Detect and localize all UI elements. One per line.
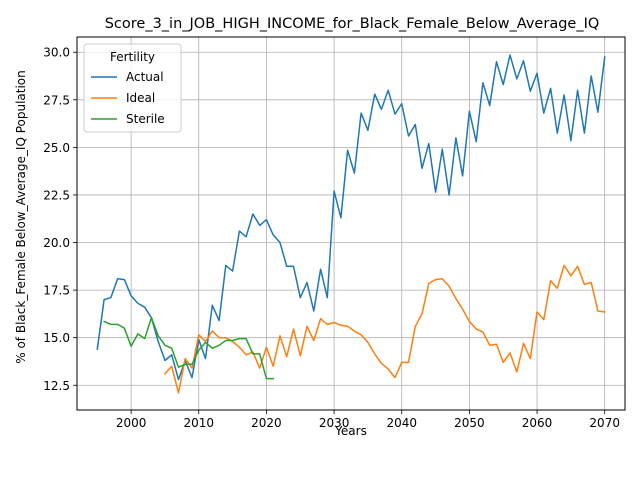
legend-label-sterile: Sterile: [126, 112, 165, 126]
series-line-actual: [96, 54, 606, 381]
x-tick-label: 2030: [319, 416, 350, 430]
chart-title: Score_3_in_JOB_HIGH_INCOME_for_Black_Fem…: [105, 16, 600, 32]
axis-ticks: 2000 2010 2020 2030 2040 2050 2060 2070 12.5 15.0…: [43, 46, 620, 430]
series-line-sterile: [103, 316, 274, 380]
x-tick-label: 2060: [522, 416, 553, 430]
x-tick-label: 2040: [386, 416, 417, 430]
y-tick-label: 20.0: [43, 236, 70, 250]
x-tick-label: 2050: [454, 416, 485, 430]
legend: Fertility Actual Ideal Sterile: [83, 43, 182, 133]
x-tick-label: 2020: [251, 416, 282, 430]
legend-label-actual: Actual: [126, 70, 164, 84]
y-tick-label: 22.5: [43, 188, 70, 202]
y-tick-label: 15.0: [43, 331, 70, 345]
y-tick-label: 30.0: [43, 46, 70, 60]
series-lines: [96, 54, 606, 394]
x-tick-label: 2070: [589, 416, 620, 430]
x-tick-label: 2010: [184, 416, 215, 430]
y-tick-label: 25.0: [43, 141, 70, 155]
series-line-ideal: [163, 264, 606, 394]
legend-title: Fertility: [110, 50, 155, 64]
plot-frame: [76, 36, 626, 411]
y-tick-label: 27.5: [43, 93, 70, 107]
y-tick-label: 17.5: [43, 284, 70, 298]
y-tick-label: 12.5: [43, 379, 70, 393]
legend-box: [83, 43, 182, 133]
x-axis-label: Years: [334, 424, 367, 438]
x-tick-label: 2000: [116, 416, 147, 430]
legend-label-ideal: Ideal: [126, 91, 155, 105]
y-axis-label: % of Black_Female Below_Average_IQ Popul…: [14, 70, 28, 364]
